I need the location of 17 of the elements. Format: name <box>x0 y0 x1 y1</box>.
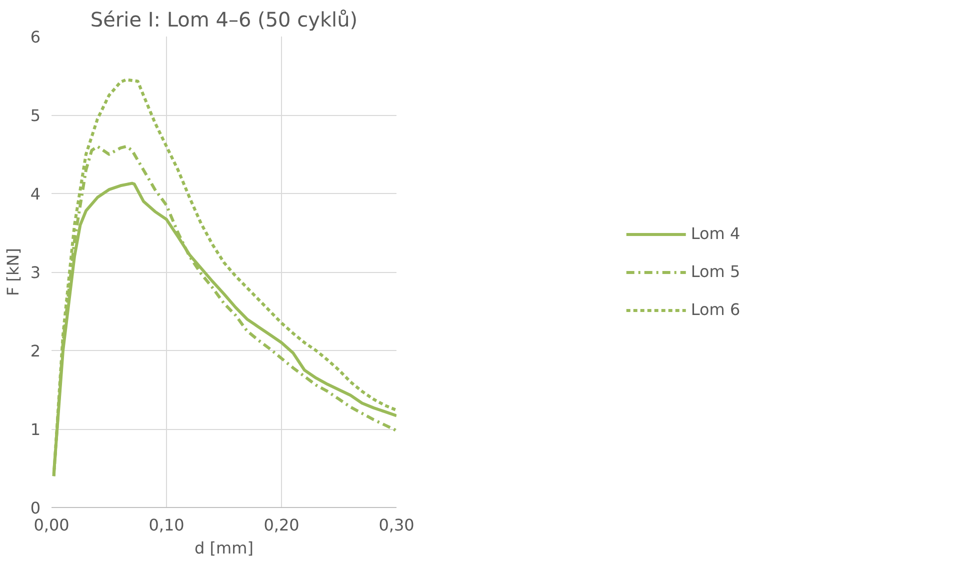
legend-label: Lom 4 <box>690 224 740 243</box>
x-tick-label: 0,20 <box>264 516 300 534</box>
chart-title: Série I: Lom 4–6 (50 cyklů) <box>90 8 358 32</box>
y-tick-label: 6 <box>30 28 41 46</box>
y-tick-label: 4 <box>30 184 41 204</box>
x-tick-label: 0,00 <box>34 516 70 534</box>
y-tick-label: 5 <box>30 106 41 125</box>
y-tick-label: 1 <box>30 420 41 439</box>
y-tick-label: 0 <box>30 498 41 518</box>
x-tick-label: 0,30 <box>378 516 414 534</box>
y-tick-label: 2 <box>30 342 41 360</box>
y-axis-title: F [kN] <box>3 248 22 296</box>
x-axis-title: d [mm] <box>194 538 254 558</box>
x-tick-label: 0,10 <box>148 516 184 534</box>
legend-label: Lom 5 <box>690 262 740 281</box>
y-tick-label: 3 <box>30 263 41 282</box>
legend-label: Lom 6 <box>690 300 740 319</box>
